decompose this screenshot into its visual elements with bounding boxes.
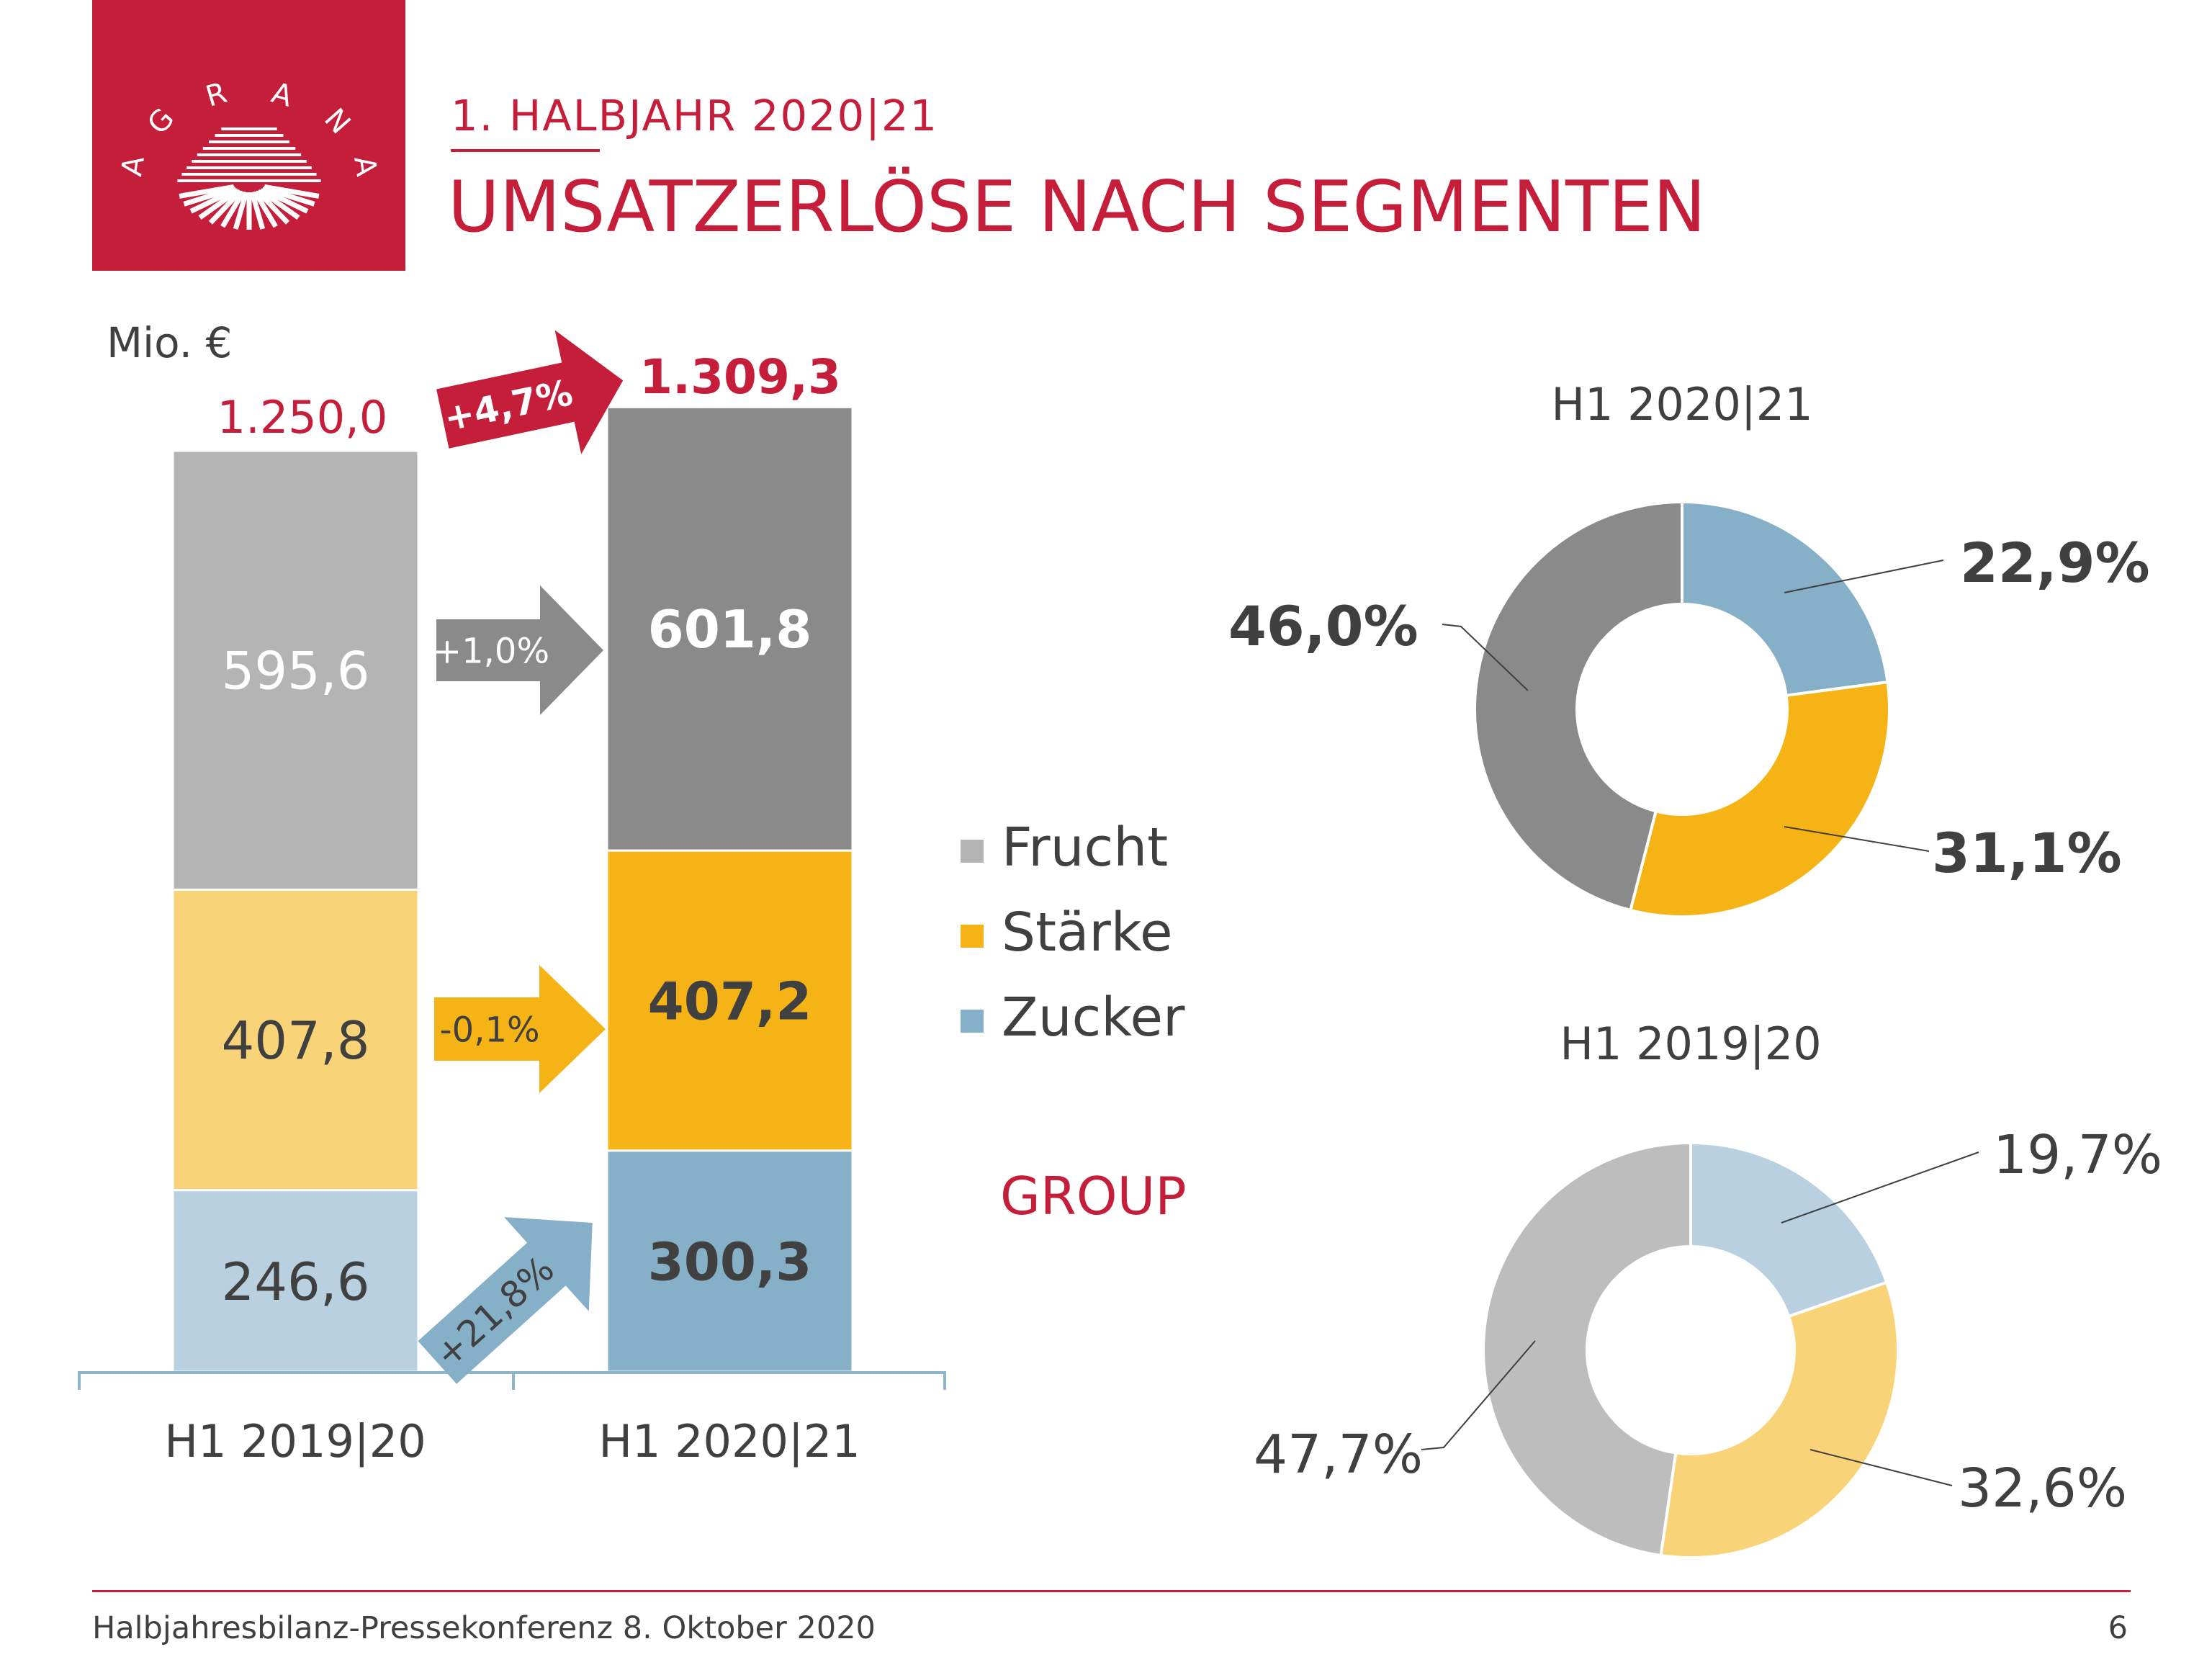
logo-ray [261, 187, 309, 214]
total-change-arrow: +4,7% [436, 330, 624, 454]
donut-slice-stärke [1628, 680, 1891, 918]
leader-line [1781, 1151, 1979, 1223]
agrana-logo: AGR ANA [92, 0, 405, 271]
donut-chart-2019-20 [1482, 1141, 1899, 1560]
donut-title: H1 2019|20 [1560, 1018, 1821, 1071]
bar-value-label: 407,2 [648, 971, 812, 1031]
frucht-change-arrow: +1,0% [433, 585, 603, 715]
group-label: GROUP [1000, 1166, 1187, 1226]
zucker-change-arrow-shape [418, 1217, 593, 1384]
unit-label: Mio. € [107, 318, 232, 367]
logo-ray [249, 191, 266, 230]
donut-slice-frucht [1482, 1141, 1692, 1558]
donut-chart-2020-21 [1473, 500, 1891, 918]
change-label: +1,0% [433, 631, 549, 671]
donut-slice-zucker [1681, 500, 1889, 698]
x-tick-label: H1 2019|20 [164, 1415, 426, 1468]
logo-sun-icon [177, 127, 321, 230]
total-label: 1.309,3 [639, 349, 841, 405]
footer-divider [92, 1590, 2131, 1592]
change-arrows: +4,7% +1,0% -0,1% +21,8% [418, 330, 624, 1384]
bar-segment-stärke [171, 888, 420, 1192]
donut-label: 22,9% [1960, 531, 2150, 595]
donut-title: H1 2020|21 [1551, 378, 1812, 431]
change-label: +21,8% [427, 1248, 562, 1375]
legend: Frucht Stärke Zucker [961, 817, 1185, 1048]
legend-swatch-frucht [961, 840, 984, 863]
logo-stripe [197, 153, 302, 156]
logo-ray [264, 184, 320, 199]
donut-label: 32,6% [1958, 1458, 2127, 1519]
leader-line [1784, 826, 1930, 852]
leader-line [1421, 1340, 1536, 1450]
x-tick-label: H1 2020|21 [598, 1415, 860, 1468]
stacked-bar-chart: 246,6 407,8 595,6 300,3 407,2 601,8 [171, 405, 854, 1373]
logo-ray [189, 187, 238, 214]
logo-stripe [208, 140, 290, 143]
total-change-arrow-shape [436, 330, 624, 454]
bar-value-label: 300,3 [648, 1231, 812, 1292]
logo-ray [220, 190, 246, 228]
logo-stripe [221, 127, 277, 130]
legend-swatch-zucker [961, 1010, 984, 1033]
logo-ray [198, 188, 240, 220]
total-label: 1.250,0 [217, 391, 388, 444]
logo-stripe [192, 160, 307, 163]
logo-ray [256, 189, 290, 225]
page-title: UMSATZERLÖSE NACH SEGMENTEN [448, 166, 1706, 248]
leader-line [1809, 1449, 1953, 1486]
logo-stripe [202, 147, 296, 150]
bar-segment-zucker [171, 1189, 420, 1373]
footer-text: Halbjahresbilanz-Pressekonferenz 8. Okto… [92, 1610, 876, 1646]
staerke-change-arrow: -0,1% [434, 965, 606, 1093]
donut-label: 47,7% [1254, 1424, 1423, 1486]
logo-ray [253, 190, 278, 228]
logo-ray [208, 189, 243, 225]
logo-ray [179, 184, 235, 199]
x-axis: H1 2019|20 H1 2020|21 [78, 1371, 946, 1468]
logo-ray [183, 185, 236, 207]
change-label: -0,1% [439, 1010, 539, 1050]
bar-value-label: 246,6 [221, 1252, 369, 1312]
logo-stripe [177, 179, 321, 182]
legend-swatch-staerke [961, 925, 984, 948]
legend-label: Zucker [1002, 987, 1185, 1048]
donut-slice-stärke [1659, 1280, 1899, 1560]
logo-ray [258, 188, 300, 220]
frucht-change-arrow-shape [436, 585, 603, 715]
bar-segment-frucht [606, 405, 854, 852]
page-number: 6 [2108, 1610, 2128, 1646]
donut-leader-lines [1421, 560, 1979, 1486]
logo-stripe [186, 166, 312, 169]
bar-value-label: 601,8 [648, 599, 812, 660]
staerke-change-arrow-shape [434, 965, 606, 1093]
donut-label: 46,0% [1228, 594, 1419, 658]
bar-segment-zucker [606, 1149, 854, 1373]
logo-stripe [215, 134, 284, 137]
leader-line [1442, 624, 1529, 691]
page-subtitle: 1. HALBJAHR 2020|21 [451, 91, 938, 140]
bar-value-label: 595,6 [221, 641, 369, 701]
donut-label: 19,7% [1993, 1124, 2162, 1186]
donut-slice-frucht [1473, 500, 1683, 912]
bar-value-label: 407,8 [221, 1010, 369, 1071]
logo-ray [262, 185, 315, 207]
subtitle-underline [451, 149, 600, 152]
legend-label: Stärke [1002, 902, 1173, 964]
logo-ray [233, 191, 249, 230]
leader-line [1784, 560, 1944, 593]
donut-label: 31,1% [1932, 821, 2122, 885]
logo-stripe [181, 173, 317, 176]
legend-label: Frucht [1002, 817, 1168, 879]
donut-slice-zucker [1689, 1141, 1889, 1319]
bar-segment-frucht [171, 449, 420, 891]
